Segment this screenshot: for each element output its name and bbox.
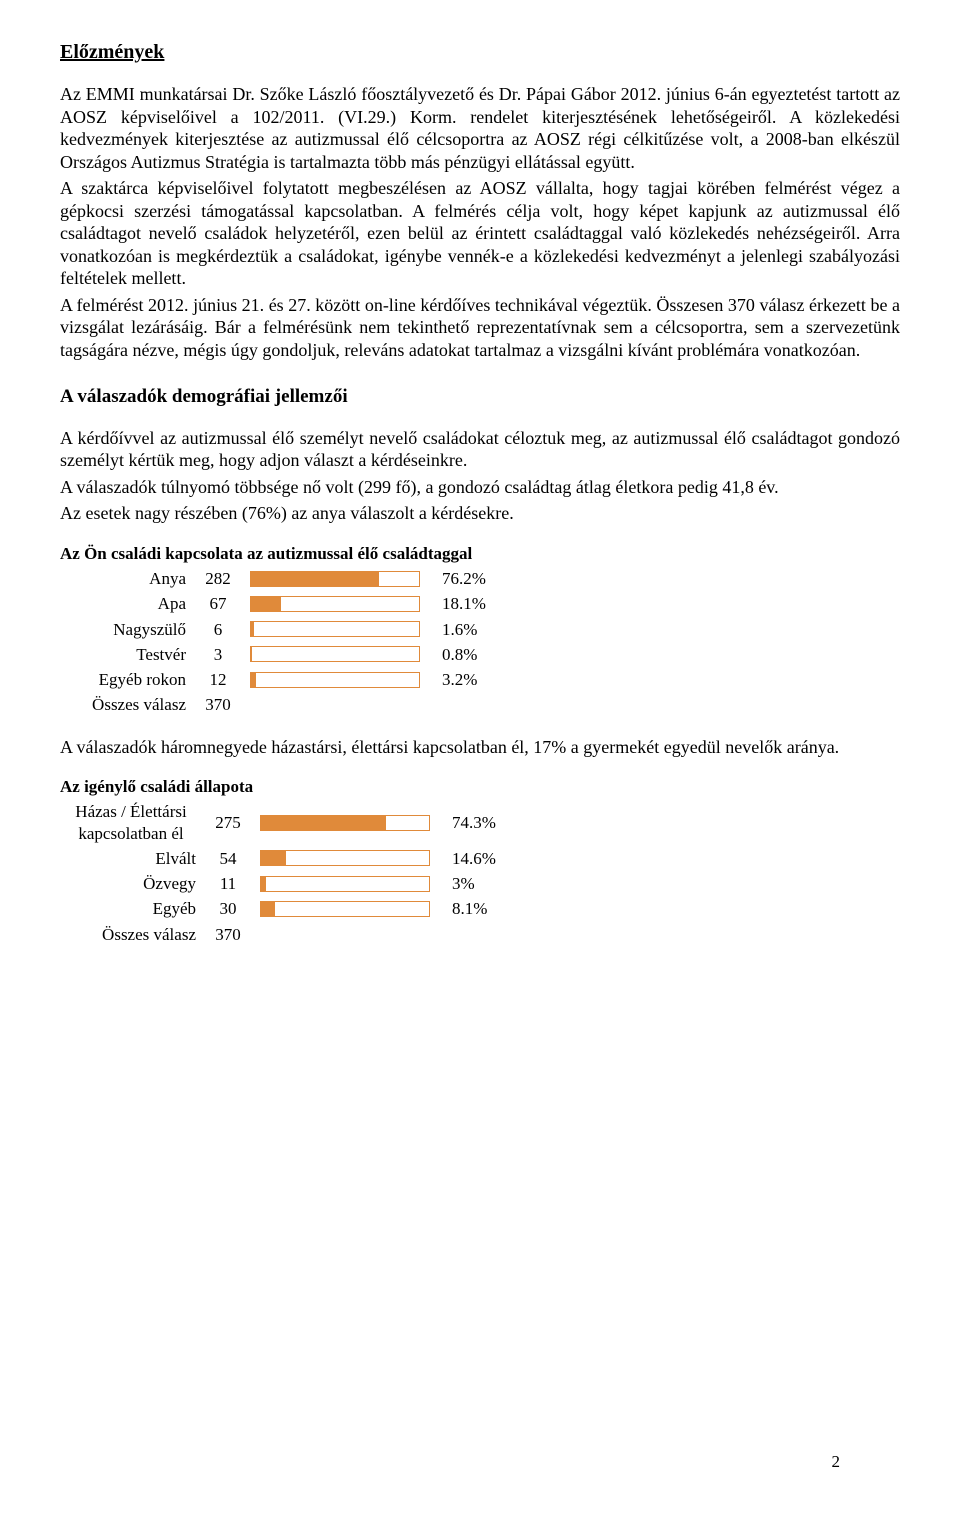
table-total-row: Összes válasz370 (60, 922, 508, 947)
table1-title: Az Ön családi kapcsolata az autizmussal … (60, 543, 900, 564)
row-label: Házas / Élettársi kapcsolatban él (60, 799, 202, 846)
row-count: 3 (192, 642, 244, 667)
row-count: 30 (202, 896, 254, 921)
section-heading: Előzmények (60, 40, 900, 65)
page-number: 2 (832, 1451, 841, 1472)
table1: Anya28276.2%Apa6718.1%Nagyszülő61.6%Test… (60, 566, 498, 718)
table-row: Egyéb30 8.1% (60, 896, 508, 921)
row-bar (254, 871, 446, 896)
row-label: Nagyszülő (60, 617, 192, 642)
paragraph-6: Az esetek nagy részében (76%) az anya vá… (60, 502, 900, 525)
table-row: Özvegy11 3% (60, 871, 508, 896)
table-row: Házas / Élettársi kapcsolatban él275 74.3… (60, 799, 508, 846)
row-percent: 74.3% (446, 799, 508, 846)
row-percent: 8.1% (446, 896, 508, 921)
paragraph-4: A kérdőívvel az autizmussal élő személyt… (60, 427, 900, 472)
row-percent: 0.8% (436, 642, 498, 667)
row-count: 275 (202, 799, 254, 846)
row-bar (244, 617, 436, 642)
total-count: 370 (202, 922, 254, 947)
row-bar (244, 591, 436, 616)
row-count: 6 (192, 617, 244, 642)
table2: Házas / Élettársi kapcsolatban él275 74.3… (60, 799, 508, 947)
row-bar (244, 667, 436, 692)
table-row: Elvált54 14.6% (60, 846, 508, 871)
table-total-row: Összes válasz370 (60, 692, 498, 717)
table-row: Nagyszülő6 1.6% (60, 617, 498, 642)
row-label: Testvér (60, 642, 192, 667)
total-count: 370 (192, 692, 244, 717)
row-label: Özvegy (60, 871, 202, 896)
table-row: Egyéb rokon12 3.2% (60, 667, 498, 692)
row-bar (244, 566, 436, 591)
paragraph-1: Az EMMI munkatársai Dr. Szőke László főo… (60, 83, 900, 173)
row-count: 54 (202, 846, 254, 871)
row-percent: 1.6% (436, 617, 498, 642)
row-percent: 3.2% (436, 667, 498, 692)
row-label: Egyéb (60, 896, 202, 921)
row-label: Elvált (60, 846, 202, 871)
row-count: 12 (192, 667, 244, 692)
table-row: Testvér3 0.8% (60, 642, 498, 667)
table-row: Apa67 18.1% (60, 591, 498, 616)
row-percent: 76.2% (436, 566, 498, 591)
table-row: Anya282 76.2% (60, 566, 498, 591)
row-percent: 14.6% (446, 846, 508, 871)
paragraph-2: A szaktárca képviselőivel folytatott meg… (60, 177, 900, 290)
subheading-demographics: A válaszadók demográfiai jellemzői (60, 385, 900, 409)
paragraph-3: A felmérést 2012. június 21. és 27. közö… (60, 294, 900, 362)
row-percent: 18.1% (436, 591, 498, 616)
row-label: Anya (60, 566, 192, 591)
row-count: 11 (202, 871, 254, 896)
row-label: Apa (60, 591, 192, 616)
row-label: Egyéb rokon (60, 667, 192, 692)
row-bar (254, 846, 446, 871)
row-bar (254, 799, 446, 846)
row-bar (254, 896, 446, 921)
table2-title: Az igénylő családi állapota (60, 776, 900, 797)
paragraph-5: A válaszadók túlnyomó többsége nő volt (… (60, 476, 900, 499)
row-count: 282 (192, 566, 244, 591)
paragraph-7: A válaszadók háromnegyede házastársi, él… (60, 736, 900, 759)
row-bar (244, 642, 436, 667)
row-percent: 3% (446, 871, 508, 896)
row-count: 67 (192, 591, 244, 616)
total-label: Összes válasz (60, 692, 192, 717)
total-label: Összes válasz (60, 922, 202, 947)
